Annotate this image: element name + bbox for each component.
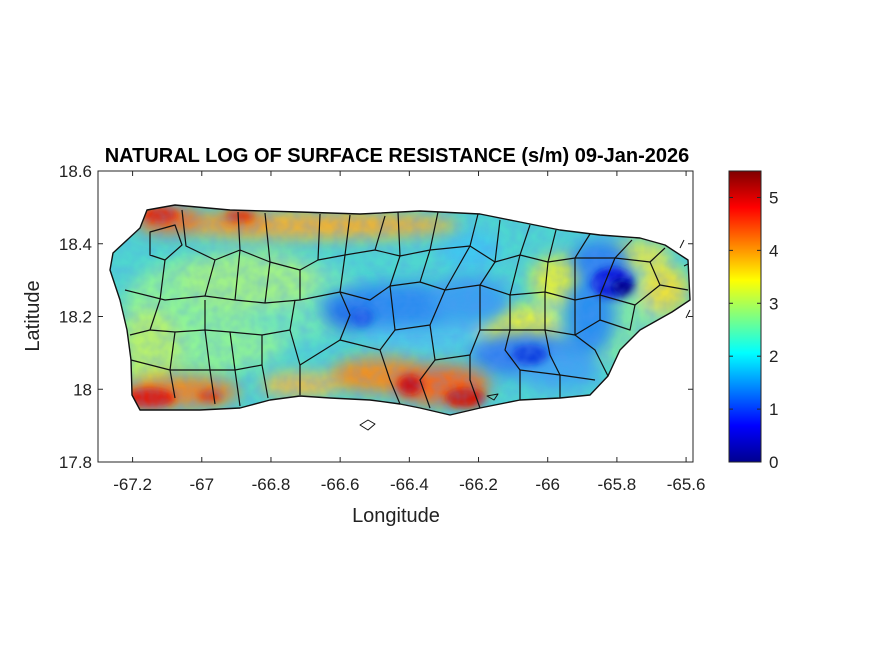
x-tick-label: -67.2 bbox=[113, 475, 152, 494]
y-tick-label: 18.2 bbox=[59, 308, 92, 327]
x-axis-label: Longitude bbox=[352, 505, 440, 527]
x-tick-label: -65.6 bbox=[667, 475, 706, 494]
colorbar-ticks: 0 1 2 3 4 5 bbox=[729, 188, 778, 472]
colorbar-tick-label: 4 bbox=[769, 241, 778, 260]
colorbar-tick-label: 0 bbox=[769, 453, 778, 472]
x-axis: -67.2 -67 -66.8 -66.6 -66.4 -66.2 -66 -65.8 -65.… bbox=[113, 171, 705, 494]
y-tick-label: 18.4 bbox=[59, 235, 92, 254]
colorbar-tick-label: 2 bbox=[769, 347, 778, 366]
y-axis: 17.8 18 18.2 18.4 18.6 bbox=[59, 162, 693, 472]
colorbar-tick-label: 3 bbox=[769, 294, 778, 313]
y-tick-label: 18.6 bbox=[59, 162, 92, 181]
x-tick-label: -66.2 bbox=[459, 475, 498, 494]
y-axis-label: Latitude bbox=[22, 280, 44, 351]
municipality-boundaries bbox=[109, 204, 691, 431]
colorbar-tick-label: 1 bbox=[769, 400, 778, 419]
chart-title: NATURAL LOG OF SURFACE RESISTANCE (s/m) … bbox=[105, 145, 690, 167]
x-tick-label: -65.8 bbox=[598, 475, 637, 494]
x-tick-label: -66.4 bbox=[390, 475, 429, 494]
y-tick-label: 17.8 bbox=[59, 453, 92, 472]
y-tick-label: 18 bbox=[73, 380, 92, 399]
colorbar bbox=[728, 170, 762, 463]
x-tick-label: -66 bbox=[535, 475, 560, 494]
x-tick-label: -66.8 bbox=[252, 475, 291, 494]
colorbar-tick-label: 5 bbox=[769, 188, 778, 207]
x-tick-label: -67 bbox=[189, 475, 214, 494]
x-tick-label: -66.6 bbox=[321, 475, 360, 494]
